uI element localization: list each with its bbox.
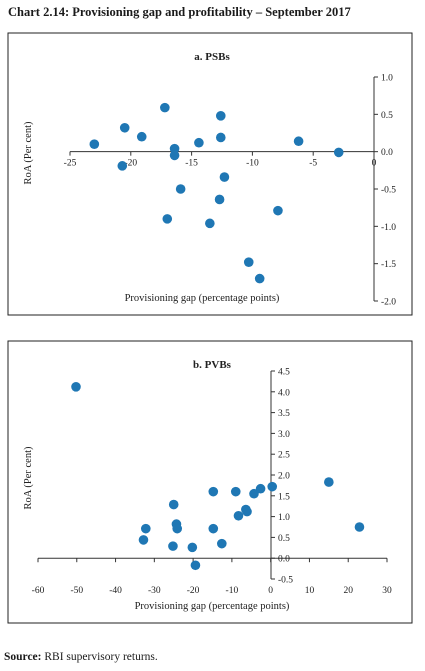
psb-data-point — [169, 143, 180, 154]
psb-y-tick-label: -1.0 — [381, 223, 396, 233]
psb-data-point — [273, 205, 283, 216]
pvb-data-point — [187, 542, 198, 553]
psb-x-tick-label: 0 — [372, 159, 377, 169]
pvb-data-point — [208, 523, 219, 534]
chart-title: Chart 2.14: Provisioning gap and profita… — [8, 5, 351, 19]
pvb-y-tick-label: 0.5 — [278, 534, 290, 544]
psb-data-point — [205, 218, 215, 229]
pvb-data-point — [249, 488, 259, 499]
pvb-x-tick-label: -40 — [109, 586, 122, 596]
pvb-panel-frame — [7, 340, 413, 624]
psb-data-point — [333, 147, 344, 158]
pvb-data-point — [255, 483, 266, 494]
psb-data-point — [219, 172, 230, 182]
pvb-y-tick-label: 2.5 — [278, 451, 290, 461]
psb-data-point — [175, 184, 186, 194]
pvb-x-tick-label: -30 — [148, 586, 161, 596]
psb-data-point — [215, 111, 226, 121]
psb-y-tick-label: 1.0 — [381, 74, 393, 84]
pvb-panel-title: b. PVBs — [193, 359, 232, 371]
pvb-data-point — [354, 522, 365, 532]
pvb-x-tick-label: -10 — [226, 586, 239, 596]
pvb-y-tick-label: 3.5 — [278, 409, 290, 419]
psb-data-point — [169, 150, 180, 161]
psb-data-point — [117, 161, 128, 171]
psb-data-point — [243, 257, 254, 267]
pvb-y-tick-label: -0.5 — [278, 576, 293, 586]
psb-y-tick-label: 0.5 — [381, 111, 393, 121]
psb-data-point — [89, 139, 100, 149]
pvb-x-tick-label: 10 — [305, 586, 315, 596]
pvb-y-tick-label: 4.5 — [278, 368, 290, 378]
pvb-x-tick-label: 0 — [268, 586, 273, 596]
pvb-data-point — [208, 486, 219, 497]
pvb-data-point — [242, 506, 252, 517]
psb-data-point — [160, 102, 170, 113]
psb-y-tick-label: -0.5 — [381, 186, 396, 196]
psb-x-tick-label: -10 — [246, 159, 259, 169]
pvb-y-tick-label: 1.5 — [278, 492, 290, 502]
psb-x-axis-label: Provisioning gap (percentage points) — [125, 293, 280, 304]
pvb-x-tick-label: -20 — [187, 586, 200, 596]
source-note: Source: RBI supervisory returns. — [4, 651, 158, 663]
psb-x-tick-label: -5 — [309, 159, 317, 169]
psb-y-tick-label: -2.0 — [381, 298, 396, 308]
pvb-data-point — [217, 538, 227, 549]
pvb-y-axis-label: RoA (Per cent) — [23, 446, 34, 509]
source-text: RBI supervisory returns. — [41, 651, 158, 663]
psb-panel-frame — [7, 32, 413, 316]
psb-data-point — [119, 122, 130, 133]
pvb-data-point — [71, 382, 81, 392]
pvb-data-point — [138, 535, 149, 545]
psb-x-tick-label: -25 — [64, 159, 77, 169]
pvb-x-tick-label: -60 — [32, 586, 45, 596]
pvb-y-tick-label: 2.0 — [278, 472, 290, 482]
pvb-x-axis-label: Provisioning gap (percentage points) — [135, 601, 290, 612]
psb-data-point — [293, 136, 304, 147]
pvb-data-point — [230, 486, 241, 497]
pvb-y-tick-label: 1.0 — [278, 513, 290, 523]
pvb-data-point — [141, 523, 151, 534]
psb-data-point — [162, 214, 173, 224]
pvb-data-point — [267, 481, 278, 492]
pvb-x-tick-label: 30 — [382, 586, 392, 596]
pvb-data-point — [324, 477, 334, 487]
psb-data-point — [254, 273, 265, 284]
psb-data-point — [194, 137, 204, 148]
pvb-data-point — [190, 560, 201, 571]
psb-data-point — [215, 132, 226, 143]
pvb-x-tick-label: -50 — [70, 586, 83, 596]
pvb-y-tick-label: 0.0 — [278, 555, 290, 565]
psb-panel-title: a. PSBs — [194, 51, 230, 63]
psb-data-point — [214, 194, 225, 205]
psb-x-tick-label: -20 — [124, 159, 137, 169]
pvb-y-tick-label: 3.0 — [278, 430, 290, 440]
source-label: Source: — [4, 651, 42, 663]
pvb-y-tick-label: 4.0 — [278, 388, 290, 398]
psb-y-tick-label: 0.0 — [381, 148, 393, 158]
pvb-data-point — [168, 541, 178, 551]
psb-x-tick-label: -15 — [185, 159, 198, 169]
pvb-data-point — [233, 510, 244, 521]
psb-data-point — [136, 131, 147, 142]
pvb-x-tick-label: 20 — [343, 586, 353, 596]
psb-y-tick-label: -1.5 — [381, 260, 396, 270]
pvb-data-point — [172, 523, 183, 534]
pvb-data-point — [168, 499, 179, 510]
psb-y-axis-label: RoA (Per cent) — [23, 121, 34, 184]
